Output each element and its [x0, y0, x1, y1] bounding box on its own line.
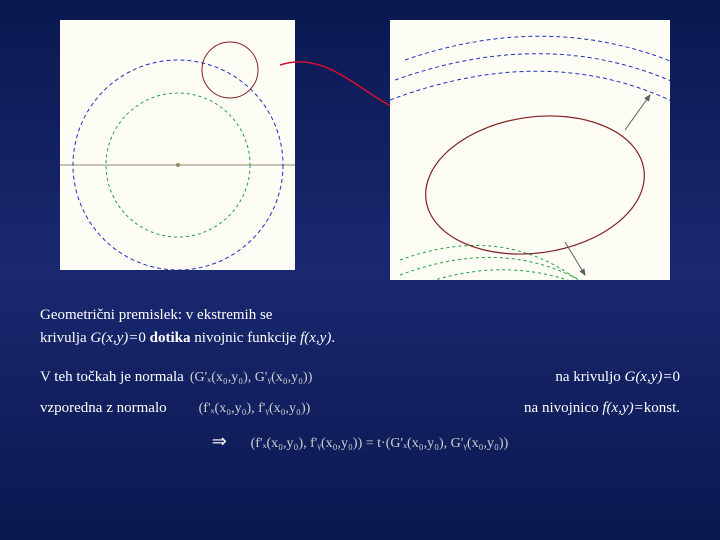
t2b: G(x,y)=	[90, 330, 138, 346]
left-plot-svg	[60, 20, 295, 270]
final-formula: (f'ₓ(x₀,y₀), f'ᵧ(x₀,y₀)) = t·(G'ₓ(x₀,y₀)…	[251, 436, 509, 451]
r1b: na krivuljo	[555, 369, 624, 385]
r1c: G(x,y)=	[624, 369, 672, 385]
t2e: nivojnic funkcije	[191, 330, 301, 346]
t2d: dotika	[150, 330, 191, 346]
r1right: na krivuljo G(x,y)=0	[555, 367, 680, 388]
normal-row-2: vzporedna z normalo (f'ₓ(x₀,y₀), f'ᵧ(x₀,…	[40, 398, 680, 419]
r2f: (f'ₓ(x₀,y₀), f'ᵧ(x₀,y₀))	[199, 399, 311, 419]
figure-left	[60, 20, 295, 270]
t2c: 0	[138, 330, 149, 346]
r2d: konst.	[644, 400, 680, 416]
implies-symbol: ⇒	[212, 431, 227, 451]
t2f: f(x,y)	[300, 330, 331, 346]
r1d: 0	[673, 369, 681, 385]
right-plot-svg	[390, 20, 670, 280]
premise-line-2: krivulja G(x,y)=0 dotika nivojnic funkci…	[40, 328, 680, 349]
r2b: na nivojnico	[524, 400, 602, 416]
figure-row	[0, 0, 720, 290]
premise-line-1: Geometrični premislek: v ekstremih se	[40, 305, 680, 326]
t2a: krivulja	[40, 330, 90, 346]
normal-row-1: V teh točkah je normala (G'ₓ(x₀,y₀), G'ᵧ…	[40, 367, 680, 388]
implies-row: ⇒ (f'ₓ(x₀,y₀), f'ᵧ(x₀,y₀)) = t·(G'ₓ(x₀,y…	[40, 429, 680, 454]
r1f: (G'ₓ(x₀,y₀), G'ᵧ(x₀,y₀))	[190, 368, 313, 388]
r2a: vzporedna z normalo	[40, 398, 167, 419]
t2g: .	[331, 330, 335, 346]
r2c: f(x,y)=	[602, 400, 643, 416]
r2right: na nivojnico f(x,y)=konst.	[524, 398, 680, 419]
text-block: Geometrični premislek: v ekstremih se kr…	[0, 290, 720, 454]
r1a: V teh točkah je normala	[40, 367, 184, 388]
figure-right	[390, 20, 670, 280]
